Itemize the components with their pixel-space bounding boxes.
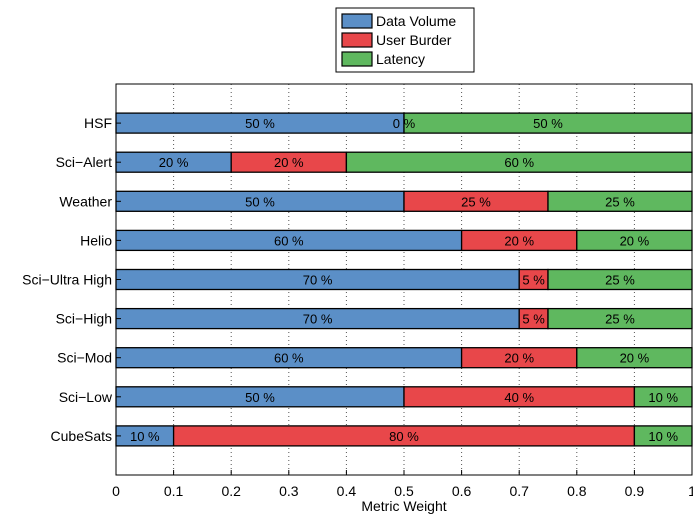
bar-value-label: 25 % <box>605 273 635 288</box>
y-tick-label: Sci−High <box>56 311 112 327</box>
bar-value-label: 5 % <box>522 273 545 288</box>
bar-value-label: 40 % <box>504 390 534 405</box>
bar-value-label: 60 % <box>504 155 534 170</box>
x-tick-label: 0.6 <box>452 483 472 499</box>
x-tick-label: 0 <box>112 483 120 499</box>
bar-value-label: 25 % <box>605 194 635 209</box>
x-tick-label: 0.8 <box>567 483 587 499</box>
bar-value-label: 50 % <box>245 116 275 131</box>
y-tick-label: HSF <box>84 115 112 131</box>
bar-value-label: 10 % <box>130 429 160 444</box>
bar-value-label: 20 % <box>620 233 650 248</box>
bar-value-label: 10 % <box>648 390 678 405</box>
bar-value-label: 50 % <box>245 390 275 405</box>
bar-value-label: 50 % <box>245 194 275 209</box>
y-tick-label: Sci−Mod <box>57 350 112 366</box>
bar-value-label: 70 % <box>303 273 333 288</box>
bar-value-label: 60 % <box>274 233 304 248</box>
y-tick-label: Weather <box>59 193 112 209</box>
x-tick-label: 0.5 <box>394 483 414 499</box>
x-tick-labels: 0 0.1 0.2 0.3 0.4 0.5 0.6 0.7 0.8 0.9 1 <box>112 470 693 499</box>
bar-value-label: 5 % <box>522 312 545 327</box>
x-tick-label: 0.9 <box>625 483 645 499</box>
legend-swatch <box>341 32 373 48</box>
bar-value-label: 10 % <box>648 429 678 444</box>
x-tick-label: 1 <box>688 483 693 499</box>
legend-label: Data Volume <box>376 13 456 29</box>
y-tick-label: Sci−Alert <box>56 154 113 170</box>
y-tick-label: Sci−Ultra High <box>22 272 112 288</box>
legend-label: User Burder <box>376 32 452 48</box>
bar-value-label: 25 % <box>605 312 635 327</box>
legend-label: Latency <box>376 51 425 67</box>
x-tick-label: 0.2 <box>221 483 241 499</box>
legend-swatch <box>341 51 373 67</box>
bar-value-label: 70 % <box>303 312 333 327</box>
bar-value-label: 50 % <box>533 116 563 131</box>
bar-value-label: 80 % <box>389 429 419 444</box>
x-axis-label: Metric Weight <box>361 498 446 514</box>
bar-value-label: 60 % <box>274 351 304 366</box>
bar-value-label: 20 % <box>504 351 534 366</box>
bar-value-label: 0 % <box>393 116 416 131</box>
y-tick-labels: HSF Sci−Alert Weather Helio Sci−Ultra High Sc… <box>22 115 121 444</box>
x-tick-label: 0.7 <box>509 483 529 499</box>
y-tick-label: Sci−Low <box>59 389 113 405</box>
bar-value-label: 20 % <box>274 155 304 170</box>
bar-value-label: 25 % <box>461 194 491 209</box>
bar-labels-group: 50 % 0 % 50 % 20 % 20 % 60 % 50 % 25 % 25 % 60 % 2… <box>130 116 678 444</box>
x-tick-label: 0.1 <box>164 483 184 499</box>
y-tick-label: CubeSats <box>51 428 112 444</box>
x-tick-label: 0.3 <box>279 483 299 499</box>
legend: Data Volume User Burder Latency <box>335 7 475 73</box>
bar-value-label: 20 % <box>159 155 189 170</box>
y-tick-label: Helio <box>80 232 112 248</box>
x-tick-label: 0.4 <box>337 483 357 499</box>
bar-value-label: 20 % <box>504 233 534 248</box>
bars-group <box>115 112 693 447</box>
legend-swatch <box>341 13 373 29</box>
bar-value-label: 20 % <box>620 351 650 366</box>
